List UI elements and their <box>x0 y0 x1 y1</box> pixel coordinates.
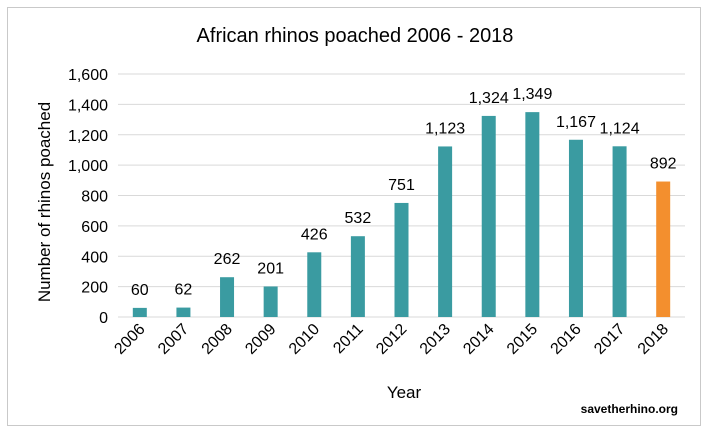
x-tick-label: 2007 <box>155 321 192 358</box>
bar-2011 <box>350 236 365 317</box>
bar-2008 <box>220 277 235 317</box>
bar-2016 <box>568 139 583 317</box>
x-axis-ticks: 2006 2007 2008 2009 2010 2011 2012 2013 2014 2015… <box>111 321 672 358</box>
data-label-2015: 1,349 <box>512 86 552 103</box>
data-label-2013: 1,123 <box>425 120 465 137</box>
data-label-2012: 751 <box>388 177 415 194</box>
data-label-2009: 201 <box>257 260 284 277</box>
data-label-2011: 532 <box>345 210 372 227</box>
source-credit: savetherhino.org <box>581 402 678 416</box>
bar-2009 <box>263 286 278 317</box>
bar-2006 <box>132 307 147 317</box>
x-tick-label: 2016 <box>548 321 585 358</box>
data-label-2018: 892 <box>650 156 677 173</box>
x-tick-label: 2017 <box>591 321 628 358</box>
data-label-2008: 262 <box>214 251 241 268</box>
y-tick-label: 200 <box>81 280 108 297</box>
x-tick-label: 2010 <box>286 321 323 358</box>
bar-2017 <box>612 146 627 317</box>
bar-2014 <box>481 115 496 317</box>
data-label-2006: 60 <box>131 282 149 299</box>
data-label-2016: 1,167 <box>556 114 596 131</box>
bar-2012 <box>394 202 409 317</box>
y-tick-label: 1,200 <box>68 128 108 145</box>
y-tick-label: 800 <box>81 189 108 206</box>
bar-2010 <box>307 252 322 317</box>
chart-title: African rhinos poached 2006 - 2018 <box>197 25 514 47</box>
x-tick-label: 2011 <box>330 321 366 357</box>
data-label-2014: 1,324 <box>469 90 509 107</box>
x-tick-label: 2009 <box>242 321 279 358</box>
y-tick-label: 0 <box>99 310 108 327</box>
y-tick-label: 600 <box>81 219 108 236</box>
x-tick-label: 2012 <box>373 321 410 358</box>
bar-2013 <box>438 146 453 317</box>
y-axis-ticks: 0 200 400 600 800 1,000 1,200 1,400 1,600 <box>68 67 108 327</box>
x-axis-title: Year <box>387 383 422 402</box>
chart-frame <box>7 7 701 426</box>
y-tick-label: 400 <box>81 249 108 266</box>
y-tick-label: 1,400 <box>68 97 108 114</box>
x-tick-label: 2013 <box>417 321 454 358</box>
gridlines <box>118 73 685 318</box>
data-label-2007: 62 <box>175 282 193 299</box>
data-label-2017: 1,124 <box>600 120 640 137</box>
bar-2018 <box>656 181 671 317</box>
x-tick-label: 2006 <box>111 321 148 358</box>
x-tick-label: 2008 <box>199 321 236 358</box>
bar-2015 <box>525 112 540 317</box>
bar-2007 <box>176 307 191 317</box>
y-tick-label: 1,000 <box>68 158 108 175</box>
x-tick-label: 2018 <box>635 321 672 358</box>
data-label-2010: 426 <box>301 226 328 243</box>
bars <box>132 112 671 317</box>
y-tick-label: 1,600 <box>68 67 108 84</box>
x-tick-label: 2015 <box>504 321 541 358</box>
y-axis-title: Number of rhinos poached <box>35 102 54 302</box>
x-tick-label: 2014 <box>460 321 497 358</box>
